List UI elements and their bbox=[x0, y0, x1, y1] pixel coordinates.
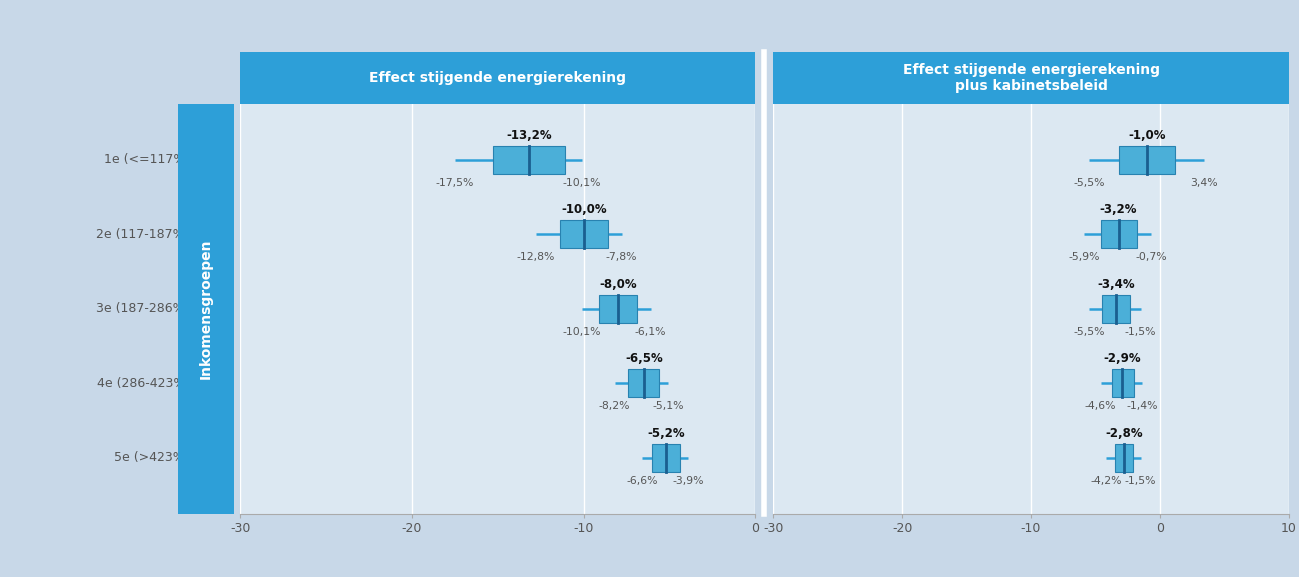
Text: -5,5%: -5,5% bbox=[1073, 327, 1104, 336]
Text: -4,2%: -4,2% bbox=[1090, 475, 1121, 485]
Text: -5,5%: -5,5% bbox=[1073, 178, 1104, 188]
Text: -0,7%: -0,7% bbox=[1135, 252, 1167, 262]
Text: -8,0%: -8,0% bbox=[599, 278, 637, 291]
Bar bbox=[652, 444, 679, 472]
Text: Effect stijgende energierekening
plus kabinetsbeleid: Effect stijgende energierekening plus ka… bbox=[903, 63, 1160, 93]
Text: -4,6%: -4,6% bbox=[1085, 401, 1116, 411]
Text: -13,2%: -13,2% bbox=[507, 129, 552, 142]
Text: 1e (<=117% wml): 1e (<=117% wml) bbox=[104, 153, 220, 166]
Text: -1,5%: -1,5% bbox=[1125, 327, 1156, 336]
Text: 5e (>423% wml): 5e (>423% wml) bbox=[114, 451, 220, 464]
Text: -10,1%: -10,1% bbox=[562, 327, 601, 336]
Bar bbox=[1115, 444, 1133, 472]
Text: -6,5%: -6,5% bbox=[625, 353, 662, 365]
Text: -6,6%: -6,6% bbox=[626, 475, 657, 485]
Bar bbox=[1112, 369, 1134, 398]
Text: -3,4%: -3,4% bbox=[1098, 278, 1135, 291]
Bar bbox=[492, 145, 565, 174]
Text: 3,4%: 3,4% bbox=[1190, 178, 1217, 188]
Text: -10,0%: -10,0% bbox=[561, 203, 607, 216]
Text: Inkomensgroepen: Inkomensgroepen bbox=[199, 238, 213, 379]
Bar bbox=[1100, 220, 1137, 248]
Text: -5,1%: -5,1% bbox=[652, 401, 683, 411]
Text: -17,5%: -17,5% bbox=[435, 178, 474, 188]
Bar bbox=[599, 294, 637, 323]
Text: 4e (286-423% wml): 4e (286-423% wml) bbox=[96, 377, 220, 389]
Text: -1,0%: -1,0% bbox=[1129, 129, 1165, 142]
Text: -5,9%: -5,9% bbox=[1068, 252, 1099, 262]
Text: 2e (117-187% wml): 2e (117-187% wml) bbox=[96, 228, 220, 241]
Bar bbox=[560, 220, 608, 248]
Text: 3e (187-286% wml): 3e (187-286% wml) bbox=[96, 302, 220, 315]
Text: -3,2%: -3,2% bbox=[1100, 203, 1138, 216]
Text: Effect stijgende energierekening: Effect stijgende energierekening bbox=[369, 71, 626, 85]
Text: -5,2%: -5,2% bbox=[647, 427, 685, 440]
Bar bbox=[1102, 294, 1130, 323]
Bar bbox=[629, 369, 660, 398]
Text: -12,8%: -12,8% bbox=[517, 252, 555, 262]
Bar bbox=[1118, 145, 1176, 174]
Text: -3,9%: -3,9% bbox=[673, 475, 704, 485]
Text: -6,1%: -6,1% bbox=[635, 327, 666, 336]
Text: -2,8%: -2,8% bbox=[1105, 427, 1143, 440]
Text: -1,4%: -1,4% bbox=[1126, 401, 1157, 411]
Text: -8,2%: -8,2% bbox=[599, 401, 630, 411]
Text: -1,5%: -1,5% bbox=[1125, 475, 1156, 485]
Text: -7,8%: -7,8% bbox=[605, 252, 638, 262]
Text: -2,9%: -2,9% bbox=[1104, 353, 1142, 365]
Text: -10,1%: -10,1% bbox=[562, 178, 601, 188]
